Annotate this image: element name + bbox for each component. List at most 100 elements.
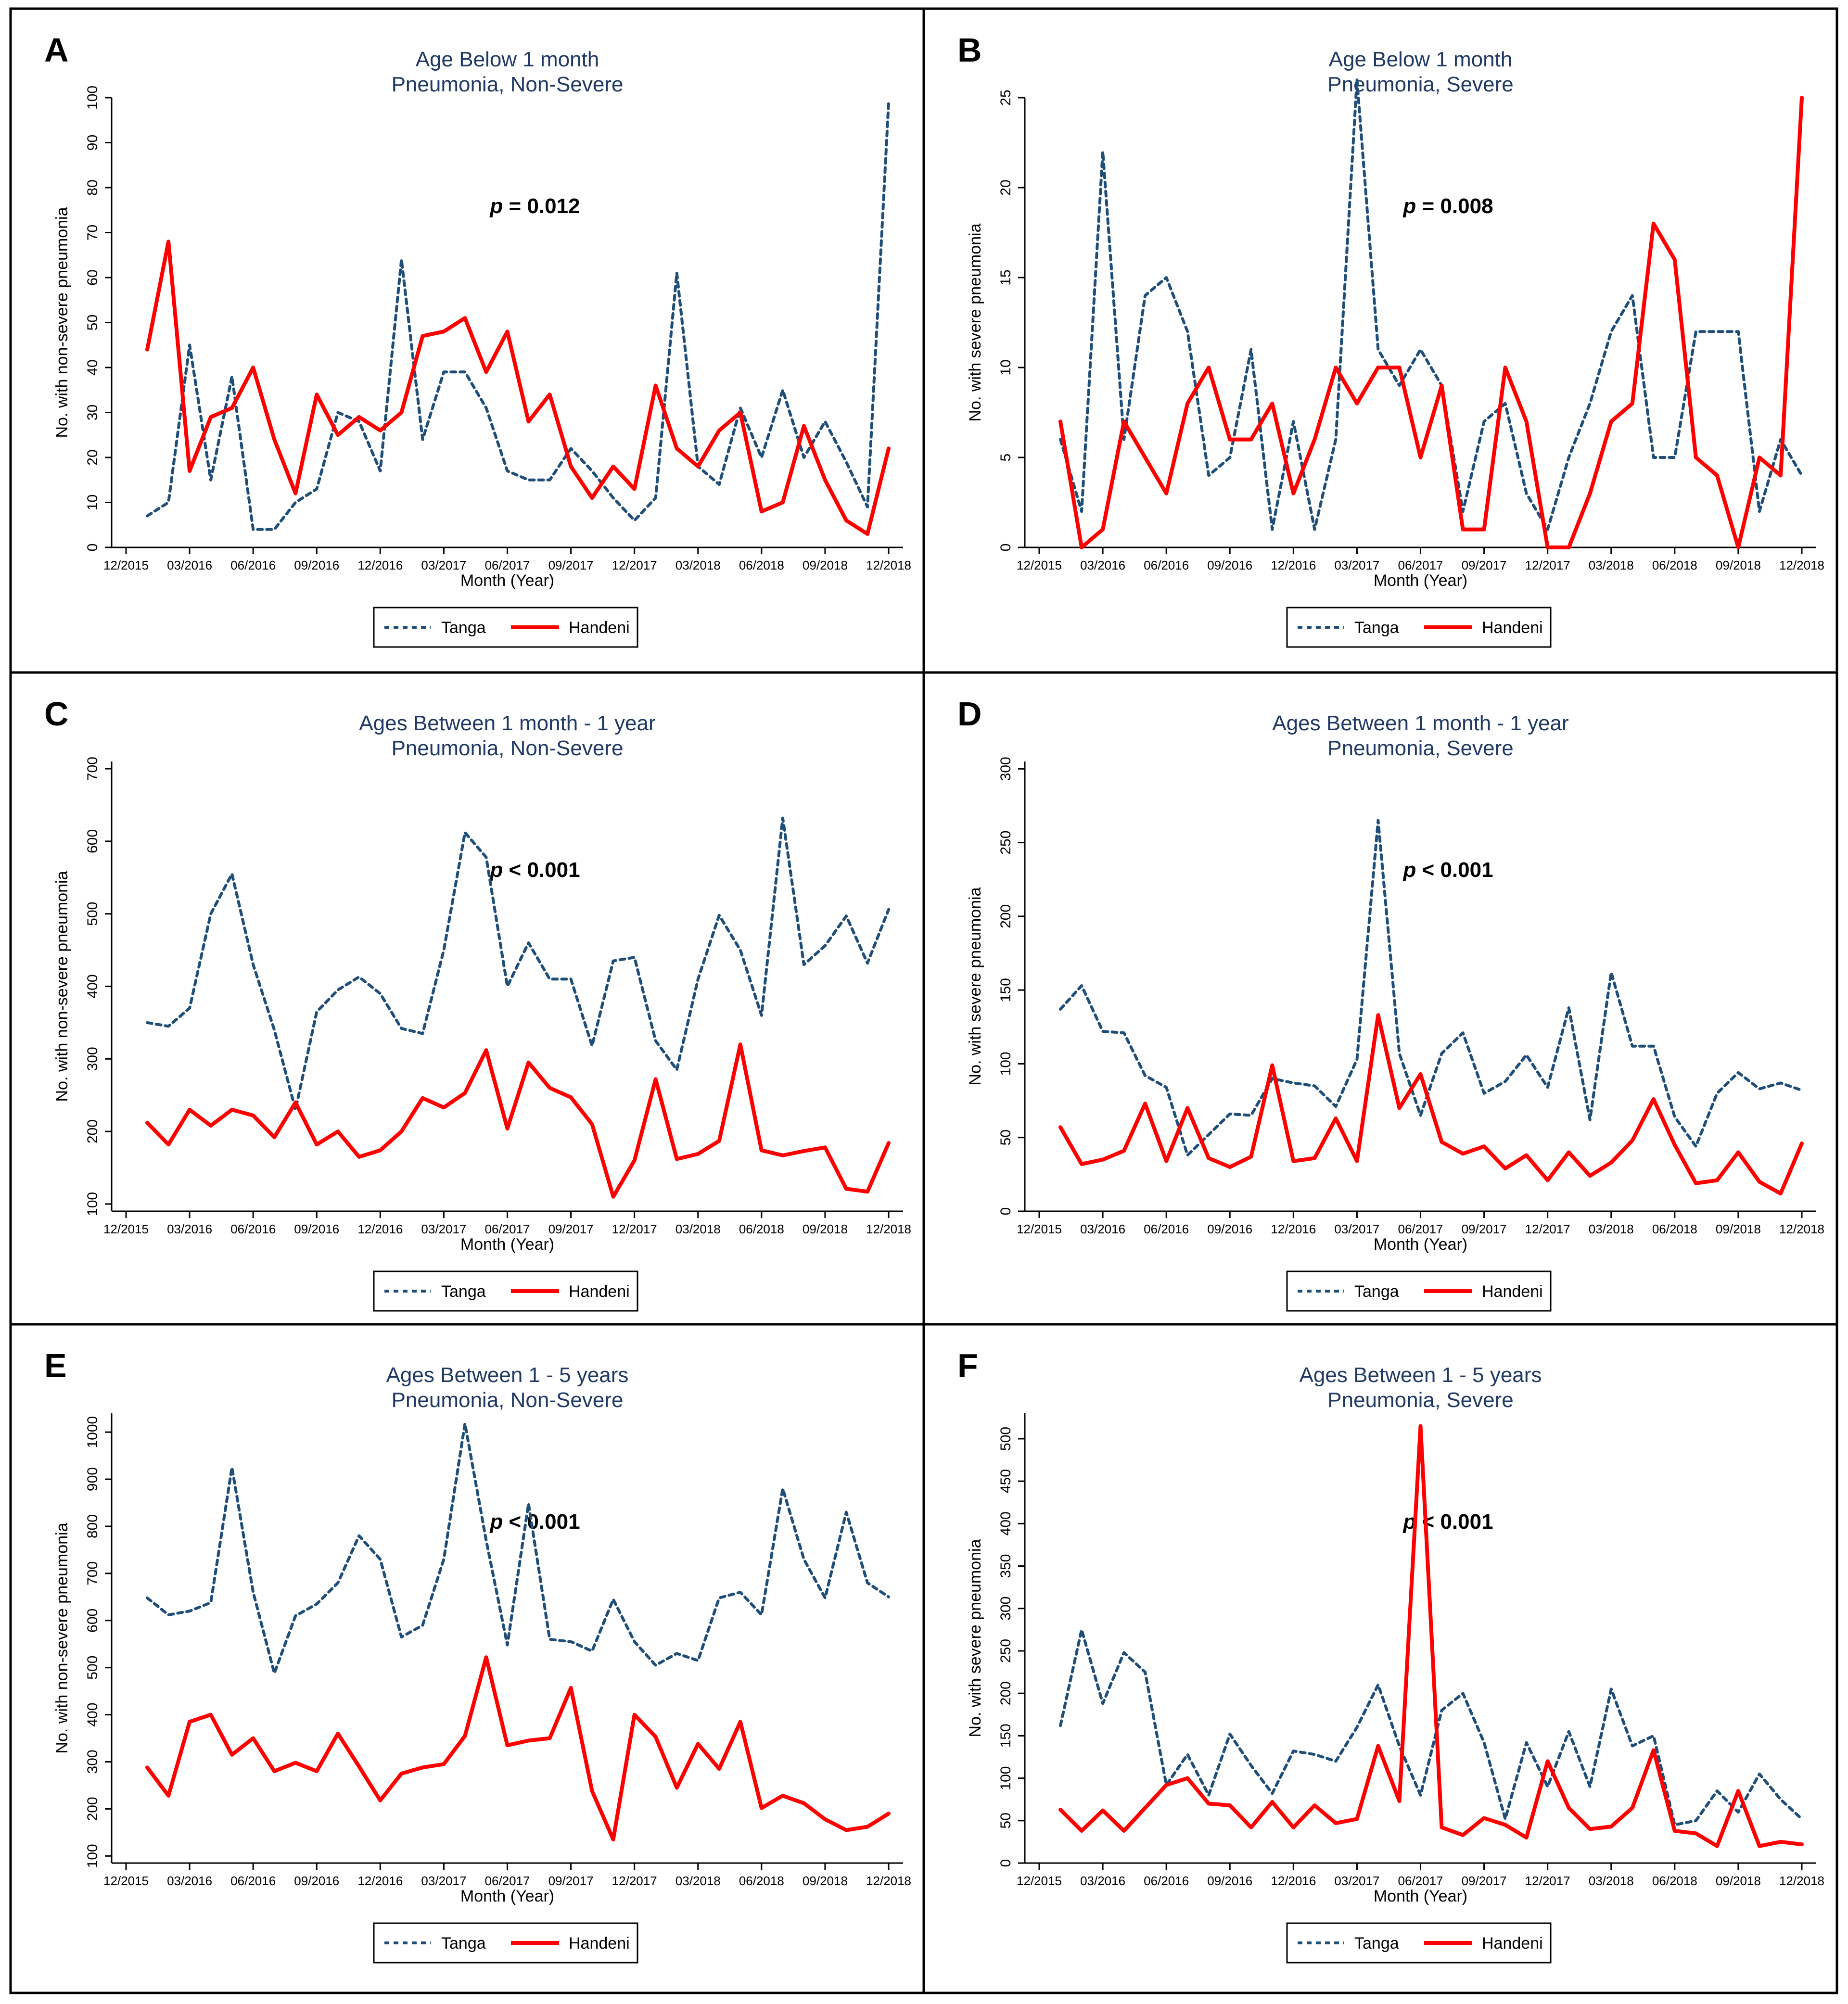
x-tick-label: 09/2018 [803,1874,848,1888]
x-tick-label: 09/2016 [294,1222,339,1236]
x-tick-label: 06/2018 [1652,558,1697,572]
y-tick-label: 200 [85,1119,101,1143]
chart-title: Age Below 1 month [416,48,599,71]
y-tick-label: 300 [85,1047,101,1071]
x-tick-label: 06/2016 [230,558,276,572]
legend-box [1286,1270,1552,1312]
series-line-handeni [1058,1013,1804,1196]
p-value-text: = 0.008 [1416,194,1493,218]
series-line-tanga [146,101,890,531]
y-tick-label: 100 [85,1844,101,1868]
x-tick-label: 06/2016 [1144,558,1189,572]
x-tick-label: 03/2017 [1334,558,1379,572]
x-tick-label: 12/2015 [1017,558,1062,572]
chart-title: Ages Between 1 - 5 years [386,1363,629,1387]
x-tick-label: 06/2016 [1144,1874,1189,1888]
y-tick-label: 0 [85,544,101,552]
y-axis-label: No. with non-severe pneumonia [53,871,71,1102]
chart-subtitle: Pneumonia, Severe [1327,736,1513,760]
legend-label-tanga: Tanga [441,619,486,637]
y-tick-label: 150 [998,978,1014,1002]
y-tick-label: 80 [85,179,101,195]
x-tick-label: 12/2018 [1779,1874,1824,1888]
y-tick-label: 400 [85,974,101,998]
y-tick-label: 900 [85,1467,101,1491]
series-line-tanga [1059,1628,1803,1826]
x-tick-label: 09/2016 [1207,1222,1252,1236]
x-tick-label: 09/2017 [548,1222,594,1236]
y-axis-label: No. with severe pneumonia [966,1539,984,1737]
x-tick-label: 06/2017 [1398,1222,1443,1236]
p-value-annotation: p < 0.001 [1402,1510,1493,1534]
x-tick-label: 12/2018 [866,558,911,572]
x-tick-label: 06/2017 [485,558,530,572]
chart-subtitle: Pneumonia, Non-Severe [392,73,624,96]
x-tick-label: 06/2018 [1652,1222,1697,1236]
p-value-text: = 0.012 [503,194,580,218]
y-tick-label: 500 [998,1427,1014,1451]
y-tick-label: 100 [998,1052,1014,1076]
y-tick-label: 150 [998,1724,1014,1748]
y-tick-label: 1000 [85,1416,101,1448]
x-tick-label: 09/2016 [294,1874,339,1888]
x-axis-label: Month (Year) [460,1887,554,1905]
x-tick-label: 12/2015 [1017,1874,1062,1888]
x-tick-label: 09/2016 [1207,1874,1252,1888]
legend-label-tanga: Tanga [441,1934,486,1953]
x-tick-label: 03/2016 [167,1222,212,1236]
panel-letter: A [44,31,69,69]
x-tick-label: 12/2016 [1271,1874,1316,1888]
x-tick-label: 06/2017 [1398,1874,1443,1888]
x-tick-label: 09/2017 [548,1874,594,1888]
x-tick-label: 06/2016 [1144,1222,1189,1236]
y-tick-label: 70 [85,225,101,241]
p-value-text: < 0.001 [503,1510,580,1534]
x-tick-label: 12/2017 [1525,558,1570,572]
x-tick-label: 12/2015 [103,558,149,572]
x-tick-label: 06/2017 [485,1222,530,1236]
y-tick-label: 10 [998,359,1014,375]
p-value-text: < 0.001 [1416,1510,1493,1534]
x-tick-label: 03/2017 [421,1222,466,1236]
x-tick-label: 03/2018 [675,1874,721,1888]
x-axis-label: Month (Year) [460,571,554,590]
x-tick-label: 09/2018 [1716,1874,1761,1888]
x-tick-label: 12/2018 [1779,1222,1824,1236]
x-tick-label: 06/2018 [739,1874,784,1888]
x-tick-label: 12/2015 [103,1874,149,1888]
y-axis-label: No. with severe pneumonia [966,223,984,421]
y-tick-label: 250 [998,831,1014,855]
x-tick-label: 12/2018 [866,1222,911,1236]
y-tick-label: 15 [998,269,1014,285]
x-tick-label: 03/2018 [1589,1874,1634,1888]
x-tick-label: 03/2016 [167,558,212,572]
y-tick-label: 20 [998,179,1014,195]
x-tick-label: 12/2018 [866,1874,911,1888]
panel-letter: E [44,1347,67,1384]
p-value-symbol: p [489,194,503,218]
y-tick-label: 250 [998,1639,1014,1663]
legend-label-handeni: Handeni [569,1282,630,1301]
x-tick-label: 12/2016 [357,1222,403,1236]
series-line-handeni [145,240,891,536]
y-tick-label: 100 [998,1766,1014,1790]
x-tick-label: 06/2018 [739,1222,784,1236]
x-tick-label: 03/2017 [421,558,466,572]
panel-letter: C [44,695,69,733]
chart-title: Ages Between 1 - 5 years [1300,1363,1542,1387]
y-tick-label: 50 [998,1129,1014,1145]
p-value-annotation: p < 0.001 [1402,858,1493,882]
y-tick-label: 5 [998,454,1014,462]
x-tick-label: 09/2016 [294,558,339,572]
y-tick-label: 100 [85,1192,101,1216]
x-tick-label: 09/2018 [1716,558,1761,572]
x-tick-label: 03/2016 [1080,1874,1125,1888]
legend-box [1286,1922,1552,1964]
chart-subtitle: Pneumonia, Non-Severe [392,736,624,760]
chart-panel-c: C Ages Between 1 month - 1 yearPneumonia,… [44,695,911,1312]
series-line-handeni [145,1042,891,1199]
x-tick-label: 03/2017 [421,1874,466,1888]
